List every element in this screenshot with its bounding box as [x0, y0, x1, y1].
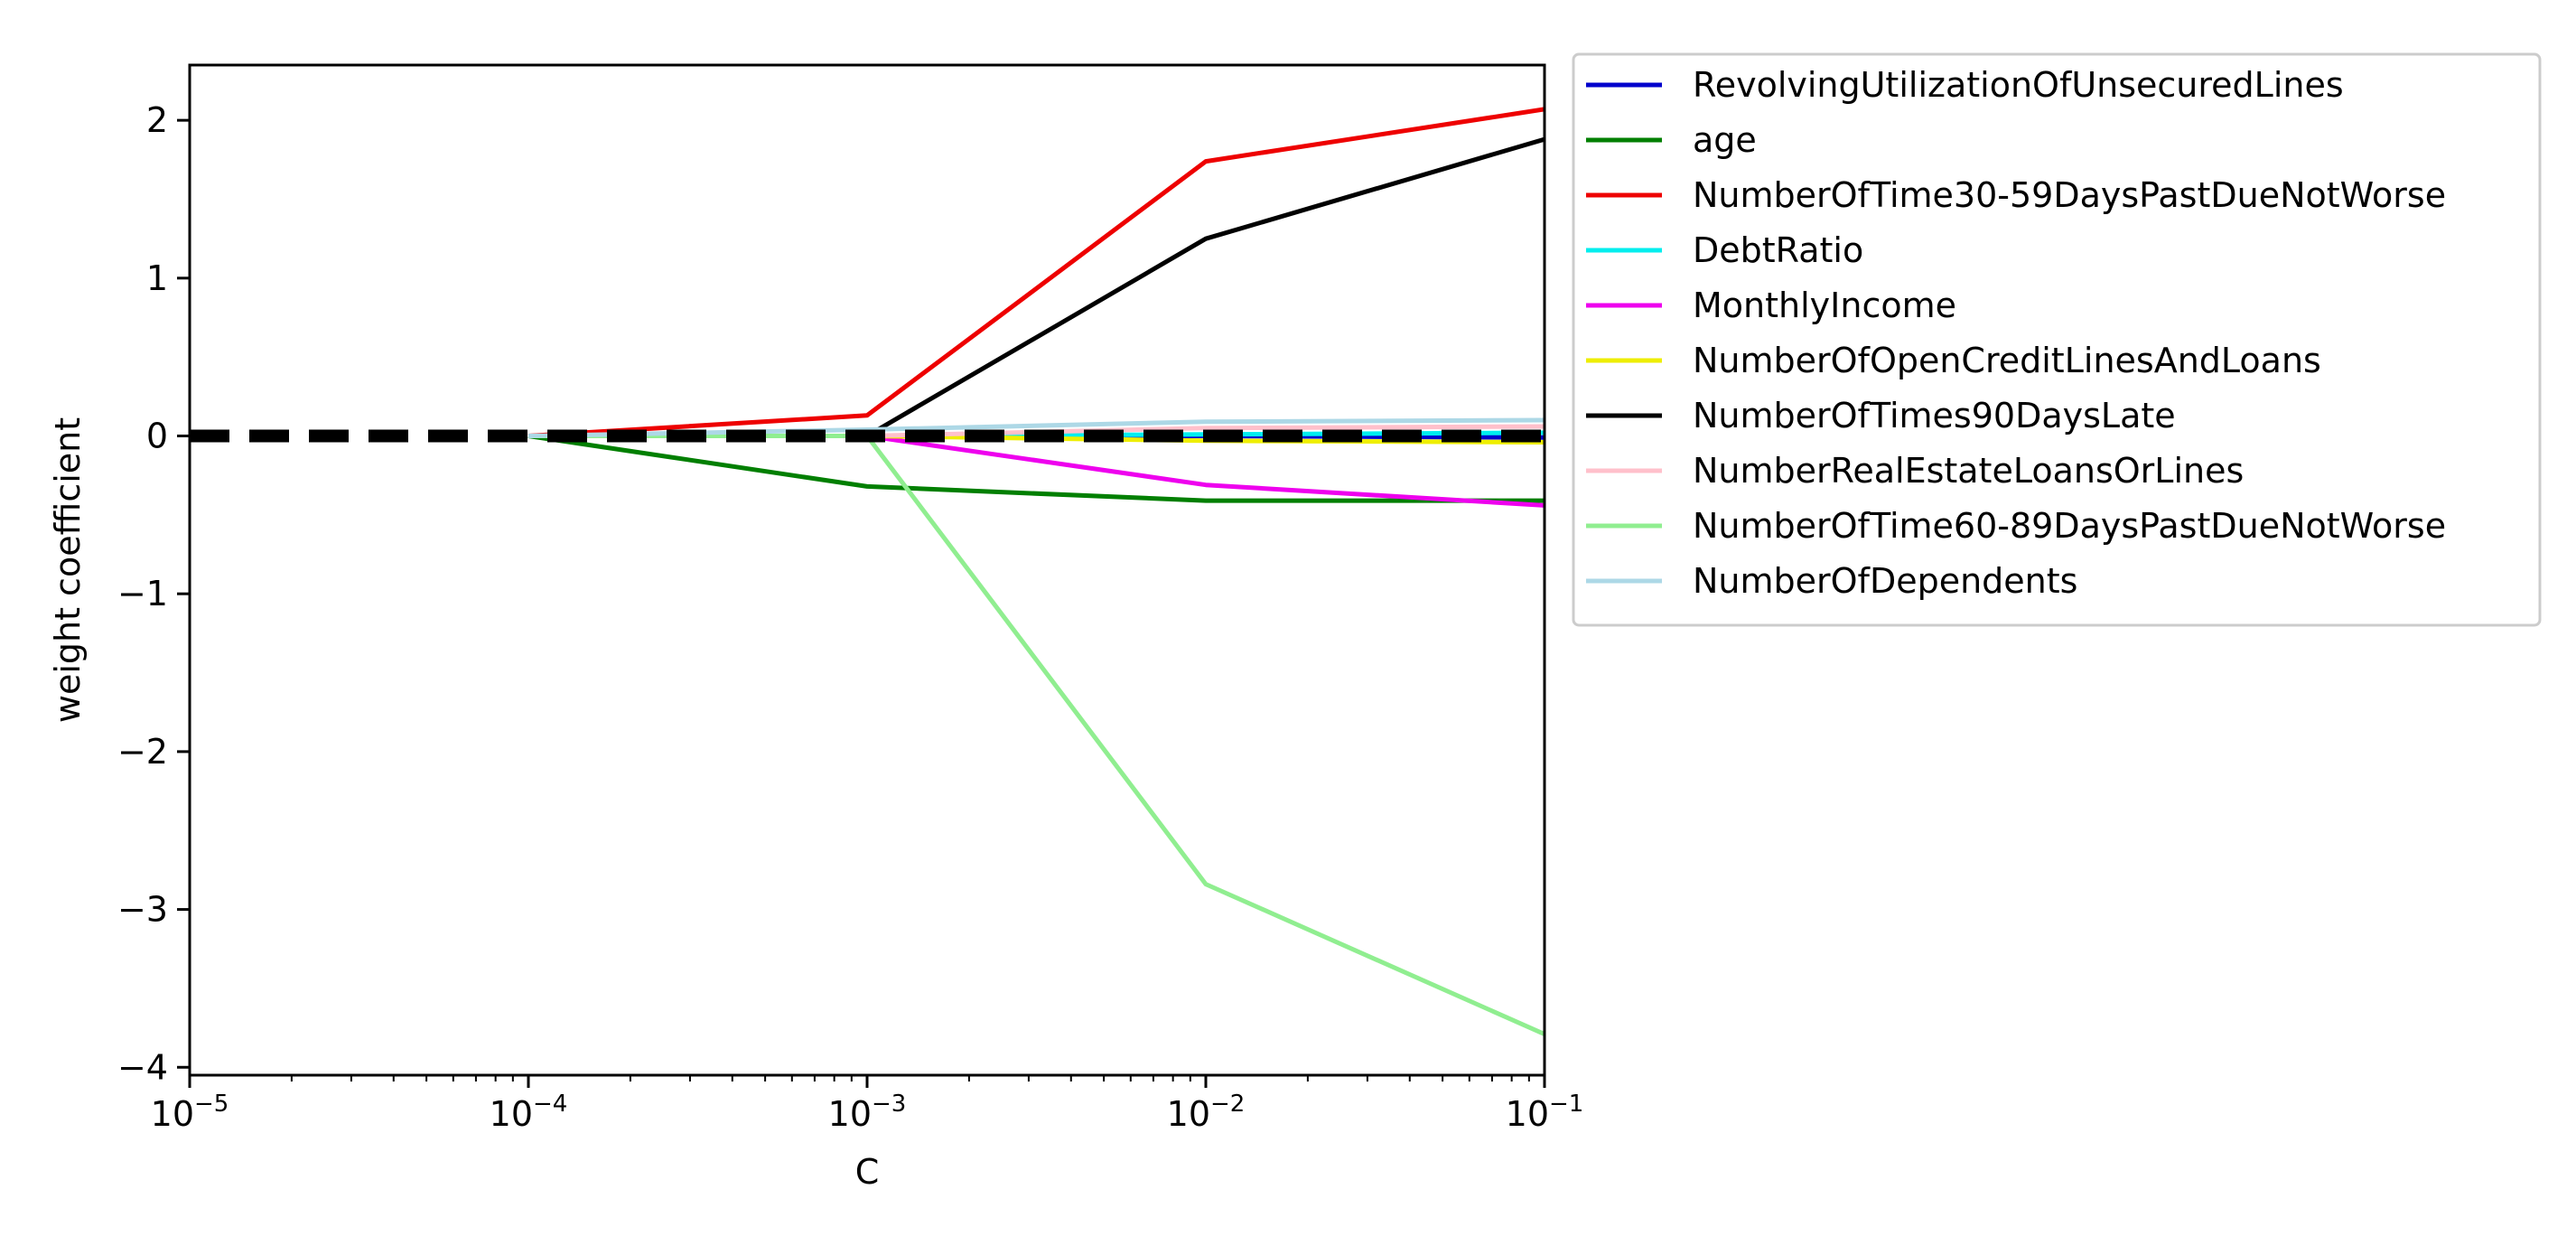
series-line-3 — [527, 107, 1545, 438]
x-tick-label: 10−3 — [828, 1091, 907, 1134]
legend-entry: MonthlyIncome — [1693, 286, 1956, 325]
legend-entry: NumberOfTime30-59DaysPastDueNotWorse — [1693, 175, 2446, 215]
y-axis: 2 1 0 −1 −2 −3 −4 — [117, 100, 190, 1087]
x-tick-label: 10−1 — [1506, 1091, 1584, 1134]
y-tick-label: −3 — [117, 890, 168, 930]
plot-background — [190, 65, 1545, 1075]
legend-entry: NumberRealEstateLoansOrLines — [1693, 451, 2244, 491]
x-tick-label: 10−4 — [490, 1091, 568, 1134]
y-tick-label: 1 — [146, 258, 168, 298]
x-axis: 10−5 10−4 10−3 10−2 10−1 — [151, 1075, 1584, 1134]
y-axis-label: weight coefficient — [48, 417, 88, 723]
legend-entry: age — [1693, 120, 1757, 160]
series-line-2 — [527, 434, 1545, 503]
legend-entry: NumberOfTime60-89DaysPastDueNotWorse — [1693, 506, 2446, 546]
x-tick-label: 10−5 — [151, 1091, 229, 1134]
y-tick-label: 2 — [146, 100, 168, 140]
x-axis-label: C — [855, 1152, 880, 1192]
legend-entry: DebtRatio — [1693, 230, 1863, 270]
y-tick-label: −2 — [117, 732, 168, 772]
x-tick-label: 10−2 — [1167, 1091, 1246, 1134]
legend-frame — [1572, 52, 2542, 627]
y-tick-label: 0 — [146, 417, 168, 456]
legend: RevolvingUtilizationOfUnsecuredLines age N… — [1572, 52, 2542, 627]
legend-entry: RevolvingUtilizationOfUnsecuredLines — [1693, 65, 2344, 105]
y-tick-label: −1 — [117, 574, 168, 613]
legend-entry: NumberOfTimes90DaysLate — [1693, 396, 2176, 435]
legend-entry: NumberOfOpenCreditLinesAndLoans — [1693, 341, 2321, 380]
y-tick-label: −4 — [117, 1047, 168, 1087]
legend-entry: NumberOfDependents — [1693, 561, 2077, 601]
